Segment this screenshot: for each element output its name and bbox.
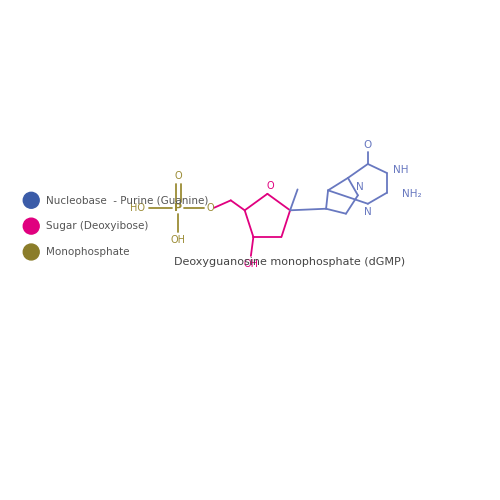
Text: Monophosphate: Monophosphate — [46, 247, 130, 257]
Text: Deoxyguanosine monophosphate (dGMP): Deoxyguanosine monophosphate (dGMP) — [174, 258, 406, 268]
Text: NH₂: NH₂ — [402, 189, 421, 199]
Text: Sugar (Deoxyibose): Sugar (Deoxyibose) — [46, 221, 148, 231]
Text: O: O — [174, 172, 182, 181]
Text: NH: NH — [393, 166, 408, 175]
Text: Nucleobase  - Purine (Guanine): Nucleobase - Purine (Guanine) — [46, 196, 208, 205]
Text: P: P — [174, 202, 182, 212]
Text: OH: OH — [170, 235, 186, 245]
Text: O: O — [266, 182, 274, 192]
Text: O: O — [206, 202, 214, 212]
Circle shape — [24, 192, 39, 208]
Text: O: O — [364, 140, 372, 149]
Circle shape — [24, 244, 39, 260]
Text: N: N — [364, 207, 372, 217]
Circle shape — [24, 218, 39, 234]
Text: HO: HO — [130, 202, 144, 212]
Text: OH: OH — [244, 260, 258, 270]
Text: N: N — [356, 182, 364, 192]
